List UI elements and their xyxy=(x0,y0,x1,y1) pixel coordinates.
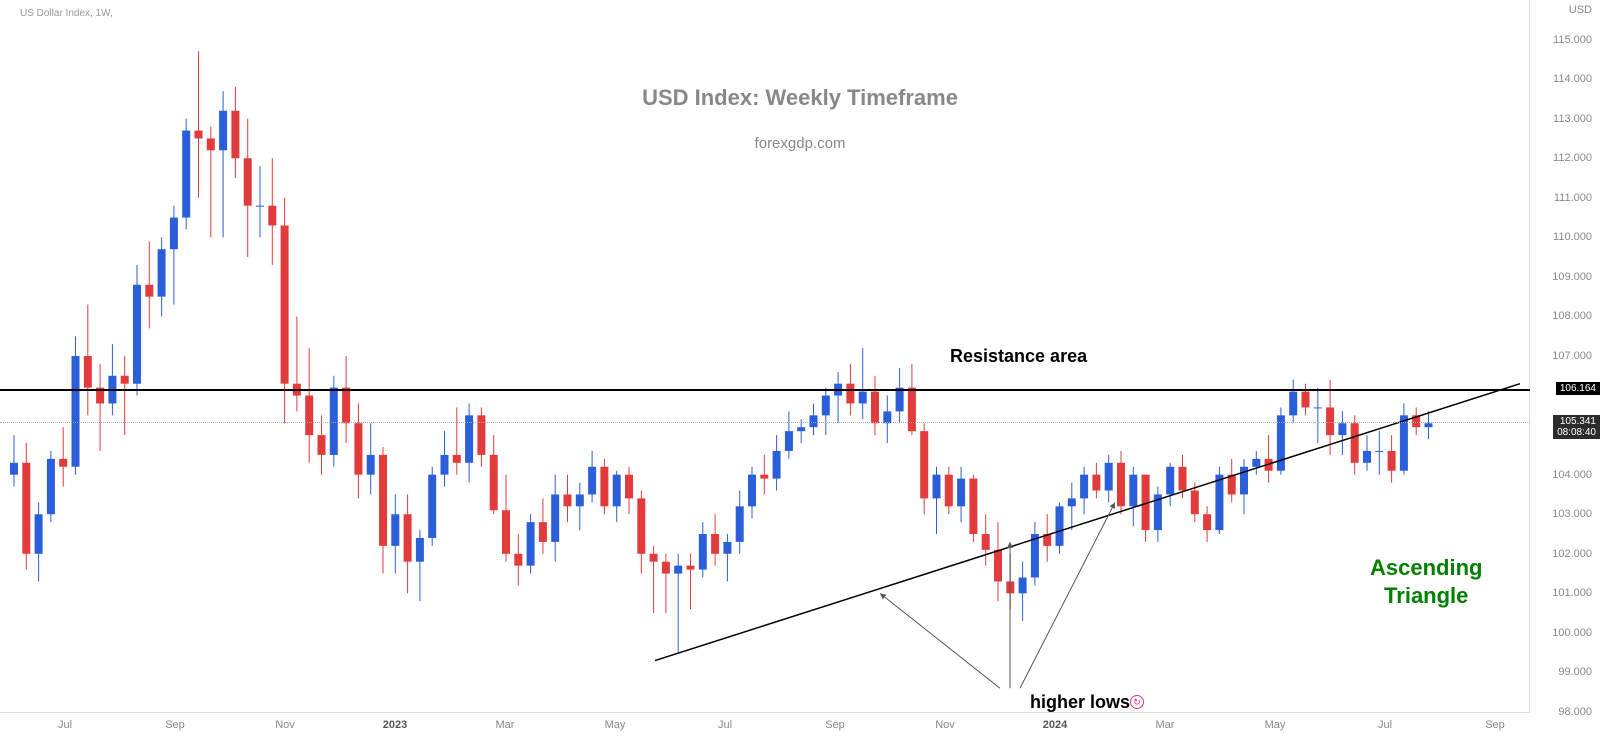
resistance-line xyxy=(0,389,1530,391)
x-tick-label: May xyxy=(1265,719,1286,731)
current-price-line xyxy=(0,422,1530,423)
x-tick-label: Sep xyxy=(1485,719,1505,731)
x-tick-label: May xyxy=(605,719,626,731)
y-tick-label: 111.000 xyxy=(1554,192,1592,204)
resistance-annotation: Resistance area xyxy=(950,346,1087,367)
y-tick-label: 101.000 xyxy=(1552,587,1592,599)
y-tick-label: 108.000 xyxy=(1552,310,1592,322)
pattern-annotation: AscendingTriangle xyxy=(1370,554,1482,611)
y-tick-label: 115.000 xyxy=(1553,34,1592,46)
x-tick-label: Jul xyxy=(58,719,72,731)
higher-lows-annotation: higher lows xyxy=(1030,692,1130,713)
y-tick-label: 109.000 xyxy=(1552,271,1592,283)
x-tick-label: Jul xyxy=(718,719,732,731)
x-tick-label: Mar xyxy=(1156,719,1175,731)
chart-plot-area[interactable] xyxy=(0,0,1530,712)
y-tick-label: 104.000 xyxy=(1552,469,1592,481)
y-tick-label: 113.000 xyxy=(1553,113,1592,125)
y-tick-label: 100.000 xyxy=(1552,627,1592,639)
refresh-icon[interactable]: ↻ xyxy=(1130,695,1144,709)
y-tick-label: 99.000 xyxy=(1558,666,1592,678)
y-tick-label: 114.000 xyxy=(1553,73,1592,85)
x-tick-label: Mar xyxy=(496,719,515,731)
x-tick-label: Sep xyxy=(165,719,185,731)
x-tick-label: Nov xyxy=(935,719,955,731)
candlestick-svg xyxy=(0,0,1530,712)
y-tick-label: 112.000 xyxy=(1553,152,1592,164)
y-tick-label: 110.000 xyxy=(1553,231,1592,243)
y-tick-label: 107.000 xyxy=(1552,350,1592,362)
x-tick-label: 2023 xyxy=(383,719,407,731)
y-tick-label: 103.000 xyxy=(1552,508,1592,520)
y-tick-label: 102.000 xyxy=(1552,548,1592,560)
x-axis: Jul Sep Nov 2023 Mar May Jul Sep Nov 2024 Mar May Ju… xyxy=(0,712,1530,742)
x-tick-label: Sep xyxy=(825,719,845,731)
x-tick-label: 2024 xyxy=(1043,719,1067,731)
resistance-price-badge: 106.164 xyxy=(1556,382,1600,395)
x-tick-label: Nov xyxy=(275,719,295,731)
current-price-badge: 105.34108:08:40 xyxy=(1553,415,1600,439)
x-tick-label: Jul xyxy=(1378,719,1392,731)
y-axis: 98.00099.000100.000101.000102.000103.000… xyxy=(1530,0,1600,712)
y-tick-label: 98.000 xyxy=(1558,706,1592,718)
